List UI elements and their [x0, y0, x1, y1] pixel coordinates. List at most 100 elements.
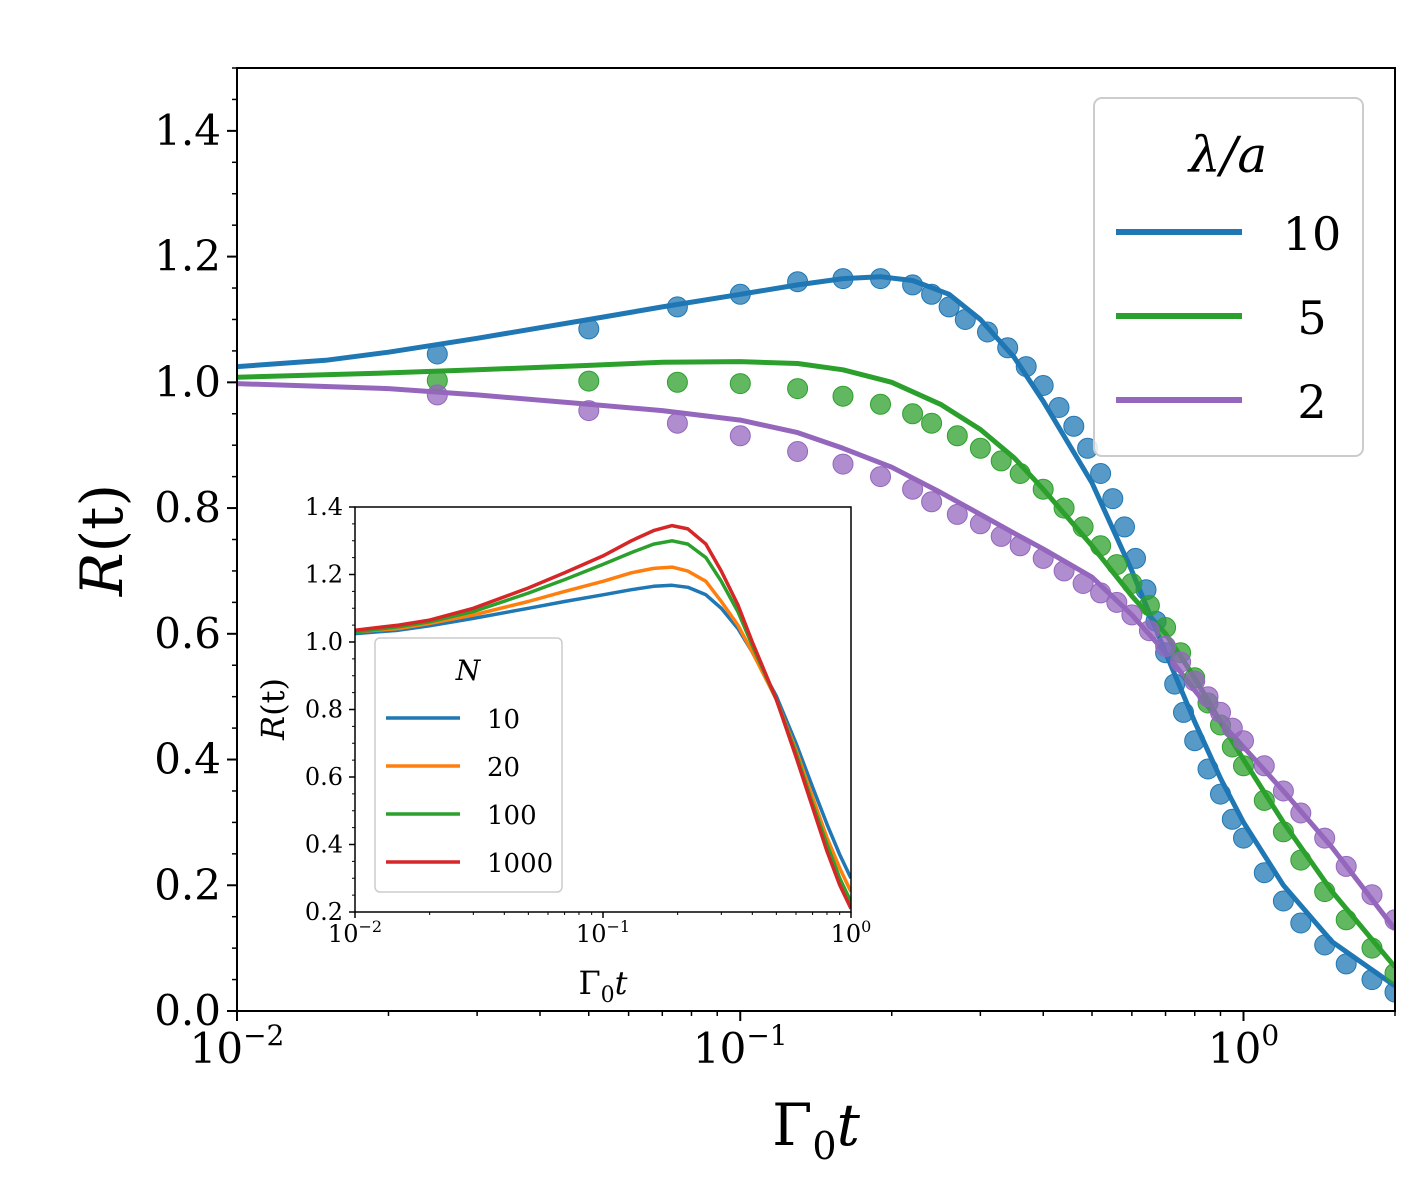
inset-y-tick-label: 1.0 [305, 628, 343, 656]
main-point-2 [1009, 535, 1031, 557]
main-point-10 [1063, 415, 1085, 437]
main-point-10 [1015, 356, 1037, 378]
main-y-tick-label: 0.8 [154, 483, 221, 532]
main-point-10 [1335, 953, 1357, 975]
main-legend-label-10: 10 [1283, 207, 1342, 261]
main-point-2 [578, 400, 600, 422]
main-point-5 [1106, 554, 1128, 576]
main-point-10 [938, 296, 960, 318]
inset-legend: N 10 20 100 1000 [374, 637, 563, 893]
main-point-10 [997, 337, 1019, 359]
main-point-2 [946, 503, 968, 525]
main-point-5 [1272, 821, 1294, 843]
main-y-tick-label: 0.2 [154, 860, 221, 909]
inset-series-lines [355, 523, 851, 910]
main-point-10 [954, 309, 976, 330]
main-point-5 [1290, 849, 1312, 871]
main-legend-title: λ/a [1187, 126, 1267, 184]
main-point-2 [969, 513, 991, 535]
main-point-5 [946, 425, 968, 447]
inset-legend-label-20: 20 [487, 753, 520, 783]
inset-x-axis-label: Γ0t [578, 964, 627, 1008]
main-point-2 [1032, 547, 1054, 569]
main-legend-box [1093, 97, 1364, 457]
main-point-10 [1164, 673, 1186, 695]
inset-legend-box [374, 637, 563, 893]
main-point-2 [902, 478, 924, 500]
main-point-5 [787, 378, 809, 400]
inset-x-tick-label: 10−1 [576, 917, 630, 948]
main-point-10 [1233, 827, 1254, 849]
main-point-10 [1253, 862, 1275, 884]
main-point-2 [787, 441, 809, 462]
inset-legend-label-100: 100 [487, 801, 537, 831]
main-point-5 [1053, 497, 1075, 519]
main-point-10 [1221, 808, 1243, 830]
main-point-10 [1173, 701, 1194, 723]
main-point-5 [1384, 962, 1395, 984]
main-point-2 [1138, 620, 1160, 642]
main-point-2 [1170, 651, 1192, 673]
main-point-10 [832, 268, 854, 290]
inset-y-tick-label: 0.8 [305, 696, 343, 724]
main-point-5 [1009, 463, 1031, 484]
main-point-10 [1314, 934, 1336, 956]
main-x-tick-label: 100 [1208, 1019, 1279, 1073]
main-y-tick-label: 0.4 [154, 735, 221, 784]
main-point-10 [921, 283, 943, 305]
main-point-10 [578, 318, 600, 340]
main-point-5 [1032, 478, 1054, 500]
main-y-tick-label: 1.2 [154, 232, 221, 281]
main-legend-label-5: 5 [1297, 291, 1326, 345]
main-point-2 [1072, 573, 1094, 594]
main-point-2 [1361, 884, 1383, 906]
main-point-10 [1125, 547, 1146, 569]
main-point-5 [1090, 535, 1112, 557]
main-point-10 [1272, 890, 1294, 912]
inset-plot-frame [354, 506, 852, 913]
main-y-tick-label: 0.0 [154, 986, 221, 1035]
main-point-5 [1253, 789, 1275, 811]
main-point-10 [977, 321, 998, 343]
main-point-2 [1233, 730, 1254, 752]
inset-y-tick-label: 1.2 [305, 561, 343, 589]
main-point-2 [870, 466, 891, 488]
main-y-tick-label: 0.6 [154, 609, 221, 658]
main-point-10 [1384, 981, 1395, 1003]
main-point-2 [1090, 582, 1112, 604]
main-legend-label-2: 2 [1297, 375, 1326, 429]
inset-legend-label-1000: 1000 [487, 849, 553, 879]
main-point-2 [832, 453, 854, 475]
main-point-10 [666, 296, 688, 318]
main-point-2 [1290, 802, 1312, 824]
main-point-2 [1106, 591, 1128, 613]
main-point-5 [1233, 755, 1254, 777]
main-y-tick-label: 1.4 [154, 106, 221, 155]
main-point-2 [1272, 780, 1294, 802]
inset-y-tick-label: 0.4 [305, 831, 343, 859]
inset-legend-title: N [455, 654, 482, 687]
inset-y-axis-label: R(t) [254, 678, 292, 741]
main-point-5 [666, 371, 688, 393]
main-point-10 [1090, 463, 1112, 484]
inset-plot: 0.2 0.4 0.6 0.8 1.0 1.2 1.4 10−2 10−1 100 Γ0t R(t… [254, 493, 871, 1008]
main-point-2 [1197, 686, 1219, 708]
main-point-5 [1072, 516, 1094, 538]
inset-y-tick-label: 0.6 [305, 763, 343, 791]
main-point-10 [1048, 397, 1070, 418]
main-point-10 [787, 271, 809, 293]
main-point-2 [1121, 604, 1143, 626]
main-point-5 [870, 393, 891, 415]
main-legend: λ/a 10 5 2 [1093, 97, 1364, 457]
inset-y-tick-label: 1.4 [305, 493, 343, 521]
main-point-5 [1335, 909, 1357, 931]
main-point-10 [902, 274, 924, 296]
main-x-axis-label: Γ0t [772, 1091, 860, 1168]
main-point-5 [969, 437, 991, 459]
inset-x-tick-label: 10−2 [328, 917, 382, 948]
inset-legend-label-10: 10 [487, 705, 520, 735]
inset-x-tick-label: 100 [831, 917, 872, 948]
main-point-5 [578, 370, 600, 392]
main-point-5 [921, 412, 943, 434]
